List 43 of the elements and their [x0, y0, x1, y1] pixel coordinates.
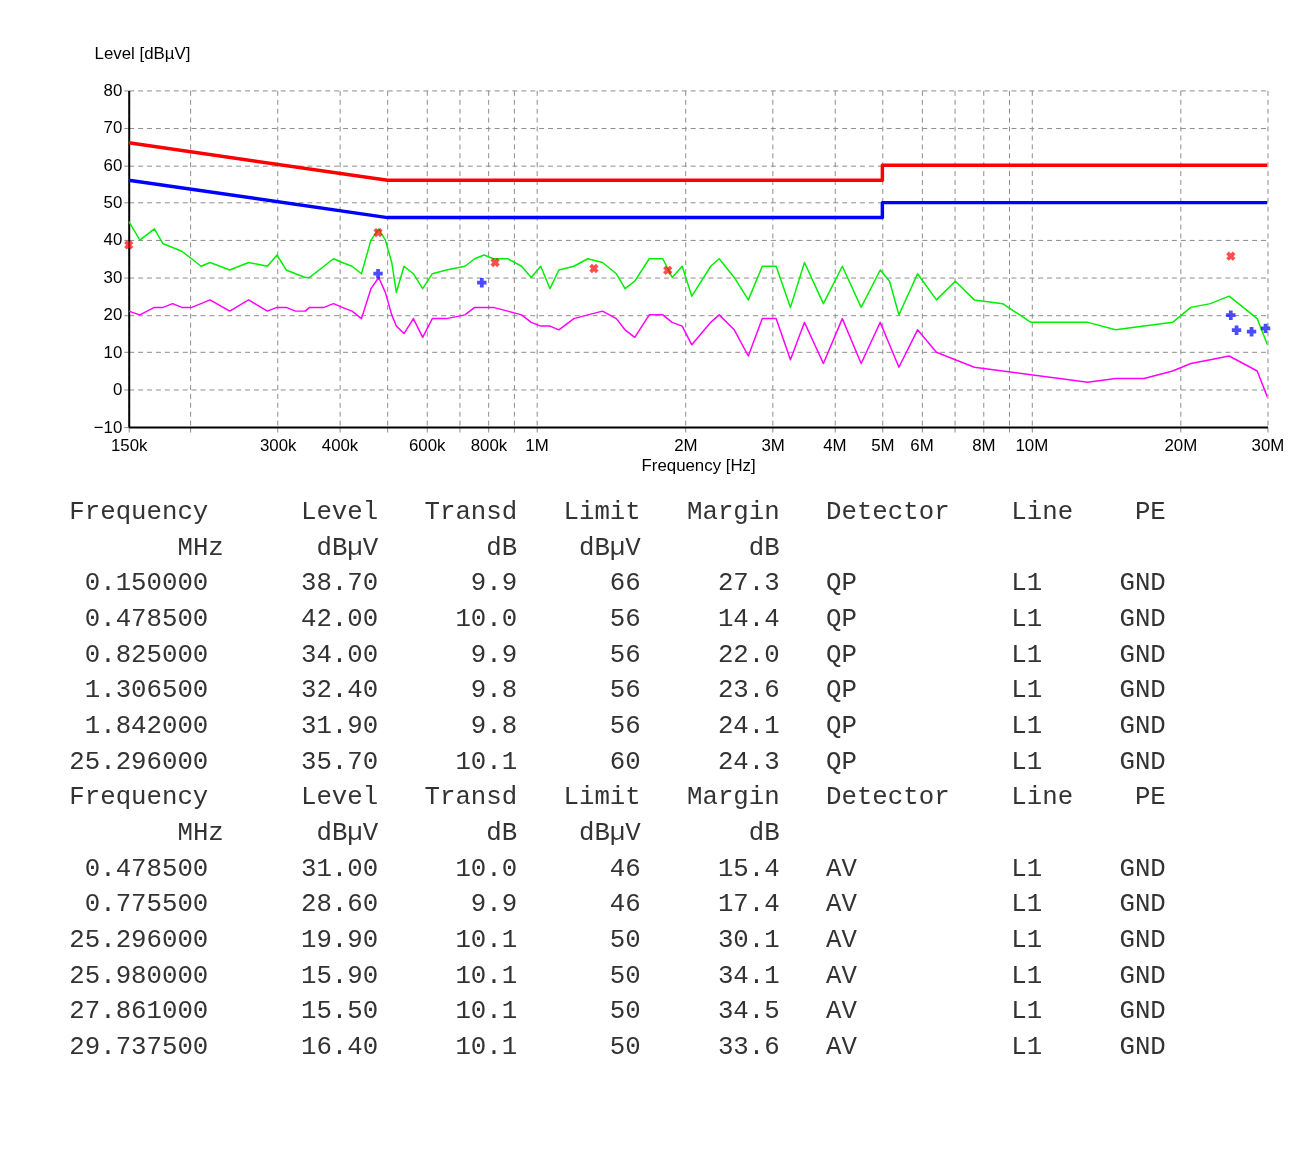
text: 27.861000 15.50 10.1 50 34.5 AV L1 GND: [69, 997, 1166, 1027]
x-tick-label: 8M: [972, 436, 996, 456]
x-tick-label: 2M: [674, 436, 698, 456]
text: 0.478500 42.00 10.0 56 14.4 QP L1 GND: [84, 605, 1166, 635]
x-tick-label: 3M: [761, 436, 785, 456]
y-tick-label: 20: [103, 305, 123, 325]
x-axis-title: Frequency [Hz]: [641, 456, 756, 476]
y-tick-label: 10: [103, 342, 123, 362]
x-tick-label: 5M: [871, 436, 895, 456]
text: 25.296000 35.70 10.1 60 24.3 QP L1 GND: [69, 747, 1166, 777]
x-tick-label: 30M: [1251, 436, 1285, 456]
text: 0.150000 38.70 9.9 66 27.3 QP L1 GND: [84, 569, 1166, 599]
y-axis-title: Level [dBµV]: [94, 44, 191, 64]
x-tick-label: 800k: [470, 436, 508, 456]
y-tick-label: 50: [103, 193, 123, 213]
x-tick-label: 300k: [259, 436, 298, 456]
text: 25.296000 19.90 10.1 50 30.1 AV L1 GND: [69, 925, 1166, 955]
x-tick-label: 600k: [408, 436, 446, 456]
x-tick-label: 20M: [1164, 436, 1198, 456]
text: 0.775500 28.60 9.9 46 17.4 AV L1 GND: [84, 890, 1166, 920]
x-tick-label: 400k: [321, 436, 359, 456]
text: 0.825000 34.00 9.9 56 22.0 QP L1 GND: [84, 640, 1166, 670]
text: MHz dBµV dB dBµV dB: [177, 819, 780, 848]
x-tick-label: 150k: [110, 436, 149, 456]
text: 29.737500 16.40 10.1 50 33.6 AV L1 GND: [69, 1032, 1166, 1062]
text: 25.980000 15.90 10.1 50 34.1 AV L1 GND: [69, 961, 1166, 991]
text: 0.478500 31.00 10.0 46 15.4 AV L1 GND: [84, 854, 1166, 884]
text: 1.306500 32.40 9.8 56 23.6 QP L1 GND: [84, 676, 1166, 706]
y-tick-label: 0: [112, 380, 123, 400]
x-tick-label: 4M: [823, 436, 847, 456]
x-tick-label: 1M: [525, 436, 549, 456]
x-tick-label: 10M: [1015, 436, 1049, 456]
y-tick-label: 80: [103, 80, 123, 100]
y-tick-label: 30: [103, 267, 123, 287]
y-tick-label: 60: [103, 155, 123, 175]
y-tick-label: 70: [103, 118, 123, 138]
y-tick-label: 40: [103, 230, 123, 250]
x-tick-label: 6M: [910, 436, 934, 456]
text: 1.842000 31.90 9.8 56 24.1 QP L1 GND: [84, 712, 1166, 742]
text: Frequency Level Transd Limit Margin Detector Line PE: [69, 498, 1166, 528]
text: MHz dBµV dB dBµV dB: [177, 533, 780, 563]
y-tick-label: −10: [93, 417, 123, 437]
text: Frequency Level Transd Limit Margin Detector Line PE: [69, 783, 1166, 813]
